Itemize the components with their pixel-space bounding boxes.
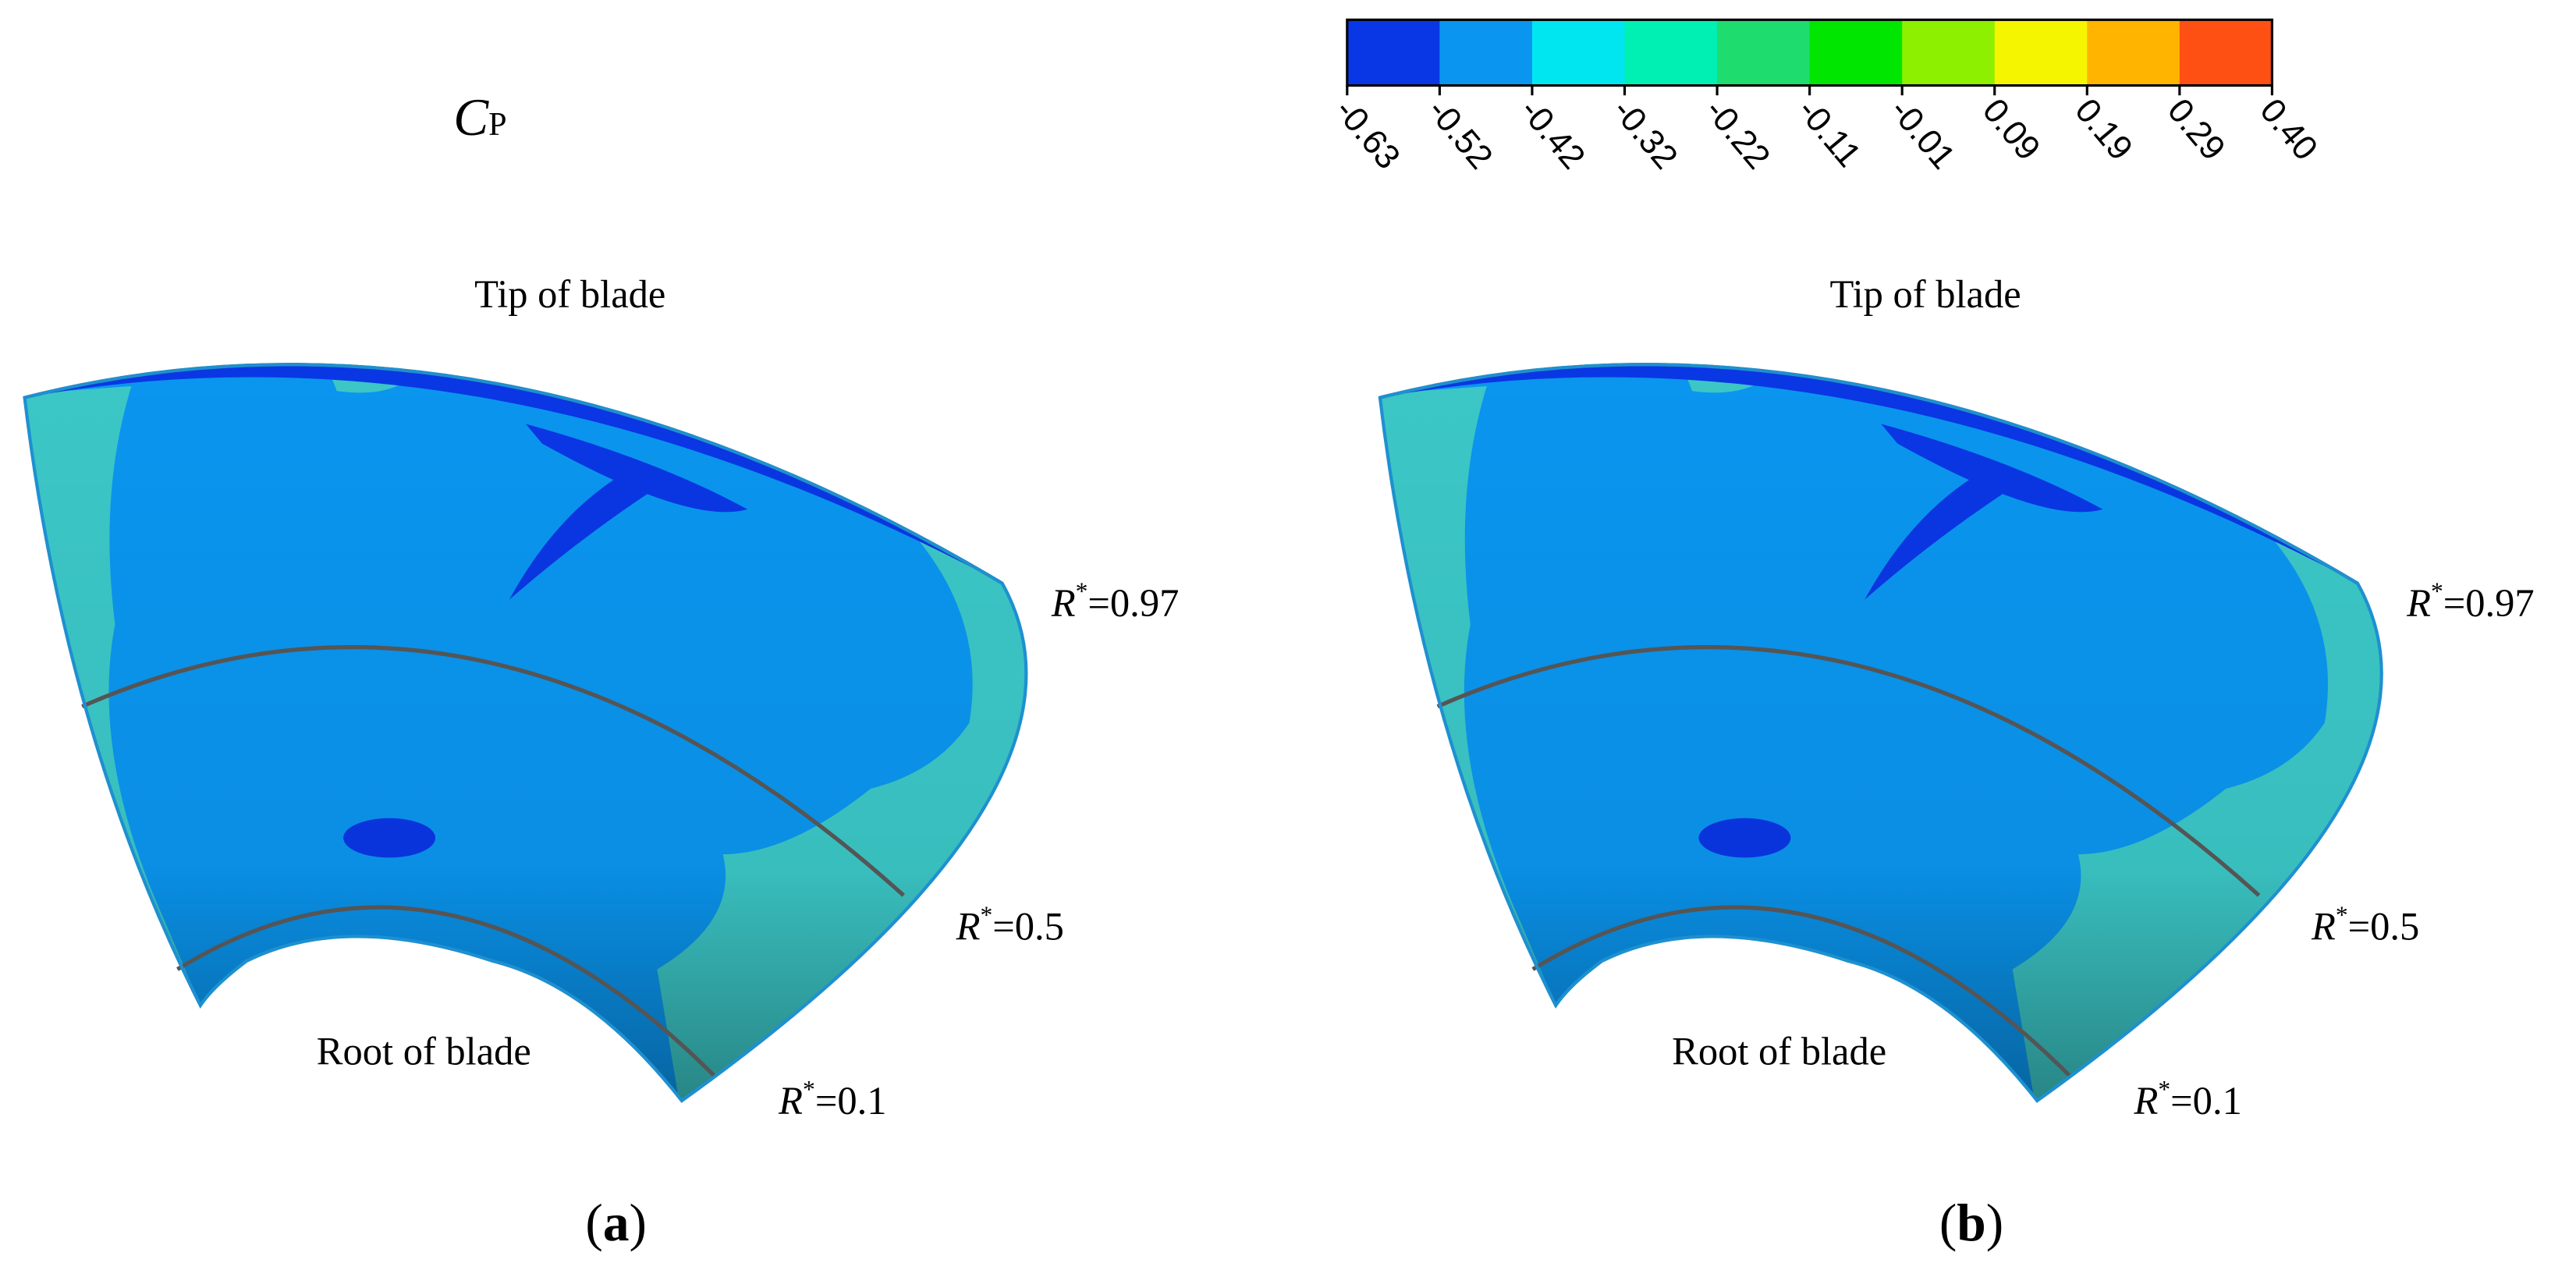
colorbar: -0.63 -0.52 -0.42 -0.32 -0.22 -0.11 -0.01 0.09 0… (1328, 18, 2325, 176)
root-label: Root of blade (317, 1030, 531, 1073)
caption: (b) (1939, 1194, 2003, 1252)
radius-symbol: R (956, 905, 981, 949)
colorbar-swatch (1994, 20, 2088, 86)
radius-sup: * (2158, 1076, 2170, 1103)
colorbar-label: -0.22 (1698, 91, 1777, 176)
caption-letter: b (1957, 1194, 1985, 1252)
colorbar-label: 0.09 (1975, 91, 2048, 167)
radius-value: =0.5 (992, 905, 1064, 949)
radius-label: R*=0.5 (956, 902, 1064, 949)
radius-sup: * (1076, 578, 1088, 605)
legend-symbol: C (453, 88, 489, 147)
colorbar-swatch (1624, 20, 1719, 86)
colorbar-swatch (1347, 20, 1441, 86)
radius-symbol: R (778, 1079, 803, 1123)
root-label: Root of blade (1672, 1030, 1886, 1073)
radius-sup: * (980, 902, 992, 929)
colorbar-label: 0.19 (2067, 91, 2140, 167)
caption-close: ) (630, 1194, 647, 1252)
radius-value: =0.1 (2170, 1079, 2242, 1123)
colorbar-label: -0.42 (1513, 91, 1592, 176)
radius-sup: * (803, 1076, 815, 1103)
radius-symbol: R (2311, 905, 2336, 949)
colorbar-swatch (2087, 20, 2180, 86)
radius-label: R*=0.97 (2406, 578, 2535, 625)
radius-label: R*=0.97 (1051, 578, 1180, 625)
radius-symbol: R (2134, 1079, 2159, 1123)
tip-label: Tip of blade (1829, 272, 2021, 316)
legend-subscript: P (488, 106, 506, 143)
colorbar-swatch (1531, 20, 1626, 86)
colorbar-label: -0.11 (1790, 91, 1868, 174)
colorbar-label: -0.01 (1882, 91, 1962, 176)
caption-open: ( (585, 1194, 602, 1252)
radius-label: R*=0.1 (778, 1076, 886, 1123)
colorbar-label: -0.63 (1328, 91, 1407, 176)
colorbar-swatch (1717, 20, 1811, 86)
caption-open: ( (1939, 1194, 1957, 1252)
radius-value: =0.1 (815, 1079, 887, 1123)
radius-value: =0.5 (2348, 905, 2420, 949)
radius-label: R*=0.1 (2134, 1076, 2242, 1123)
colorbar-label: 0.40 (2252, 91, 2325, 167)
radius-sup: * (2431, 578, 2443, 605)
colorbar-swatch (2179, 20, 2273, 86)
radius-symbol: R (1051, 581, 1076, 625)
legend-title: CP (453, 88, 506, 147)
caption-letter: a (603, 1194, 630, 1252)
colorbar-swatch (1809, 20, 1904, 86)
blade (0, 279, 1150, 1117)
radius-sup: * (2336, 902, 2348, 929)
radius-symbol: R (2406, 581, 2431, 625)
colorbar-label: 0.29 (2160, 91, 2233, 167)
caption: (a) (585, 1194, 647, 1252)
tip-label: Tip of blade (474, 272, 665, 316)
radius-label: R*=0.5 (2311, 902, 2419, 949)
colorbar-label: -0.52 (1420, 91, 1499, 176)
caption-close: ) (1986, 1194, 2003, 1252)
blade (1355, 279, 2505, 1117)
colorbar-swatch (1439, 20, 1533, 86)
radius-value: =0.97 (2443, 581, 2535, 625)
radius-value: =0.97 (1088, 581, 1179, 625)
colorbar-swatch (1902, 20, 1996, 86)
colorbar-label: -0.32 (1605, 91, 1684, 176)
